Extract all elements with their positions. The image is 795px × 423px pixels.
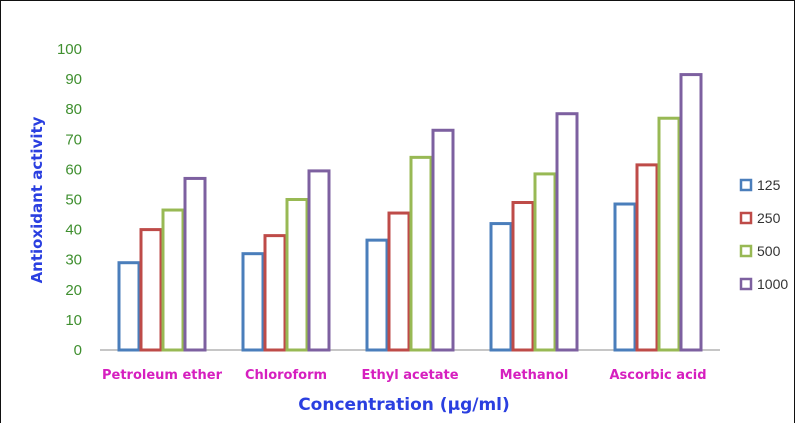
x-tick-label: Ethyl acetate [361,368,458,383]
bar-250-methanol [511,201,535,352]
legend-label-250: 250 [757,210,781,226]
bar-250-ascorbic-acid [635,163,659,352]
x-tick-label: Ascorbic acid [609,368,706,383]
y-tick-label: 70 [65,131,82,148]
y-tick-label: 60 [65,161,82,178]
bar-500-petroleum-ether [161,208,185,352]
bar-125-ethyl-acetate [365,238,389,352]
legend-swatch-250 [739,211,753,225]
bar-125-ascorbic-acid [613,202,637,352]
bar-250-ethyl-acetate [387,211,411,352]
y-tick-label: 20 [65,282,82,299]
y-axis-ticks: 0 10 20 30 40 50 60 70 80 90 100 [57,41,82,359]
bar-500-methanol [533,172,557,352]
y-tick-label: 30 [65,252,82,269]
x-tick-label: Petroleum ether [102,368,223,383]
x-axis-label: Concentration (µg/ml) [298,395,510,415]
legend: 125 250 500 1000 [739,177,788,292]
y-tick-label: 80 [65,101,82,118]
bar-1000-ethyl-acetate [431,128,455,352]
y-tick-label: 40 [65,222,82,239]
legend-swatch-1000 [739,277,753,291]
bar-125-petroleum-ether [117,261,141,352]
y-axis-label: Antioxidant activity [28,116,46,283]
x-axis-ticks: Petroleum ether Chloroform Ethyl acetate Me… [102,368,707,383]
bar-125-chloroform [241,252,265,352]
bar-1000-chloroform [307,169,331,352]
legend-label-500: 500 [757,243,781,259]
bar-500-ascorbic-acid [657,116,681,352]
legend-swatch-125 [739,178,753,192]
bar-1000-methanol [555,112,579,352]
y-tick-label: 100 [57,41,82,58]
bar-1000-petroleum-ether [183,176,207,352]
bar-1000-ascorbic-acid [679,73,703,352]
legend-label-1000: 1000 [757,276,788,292]
bar-125-methanol [489,222,513,352]
bar-250-petroleum-ether [139,228,163,352]
bar-500-ethyl-acetate [409,155,433,352]
bars [117,73,703,352]
y-tick-label: 10 [65,312,82,329]
bar-500-chloroform [285,198,309,352]
y-tick-label: 50 [65,192,82,209]
x-tick-label: Chloroform [245,368,327,383]
bar-250-chloroform [263,234,287,352]
y-tick-label: 90 [65,71,82,88]
y-tick-label: 0 [74,342,82,359]
x-tick-label: Methanol [500,368,569,383]
legend-label-125: 125 [757,177,781,193]
legend-swatch-500 [739,244,753,258]
